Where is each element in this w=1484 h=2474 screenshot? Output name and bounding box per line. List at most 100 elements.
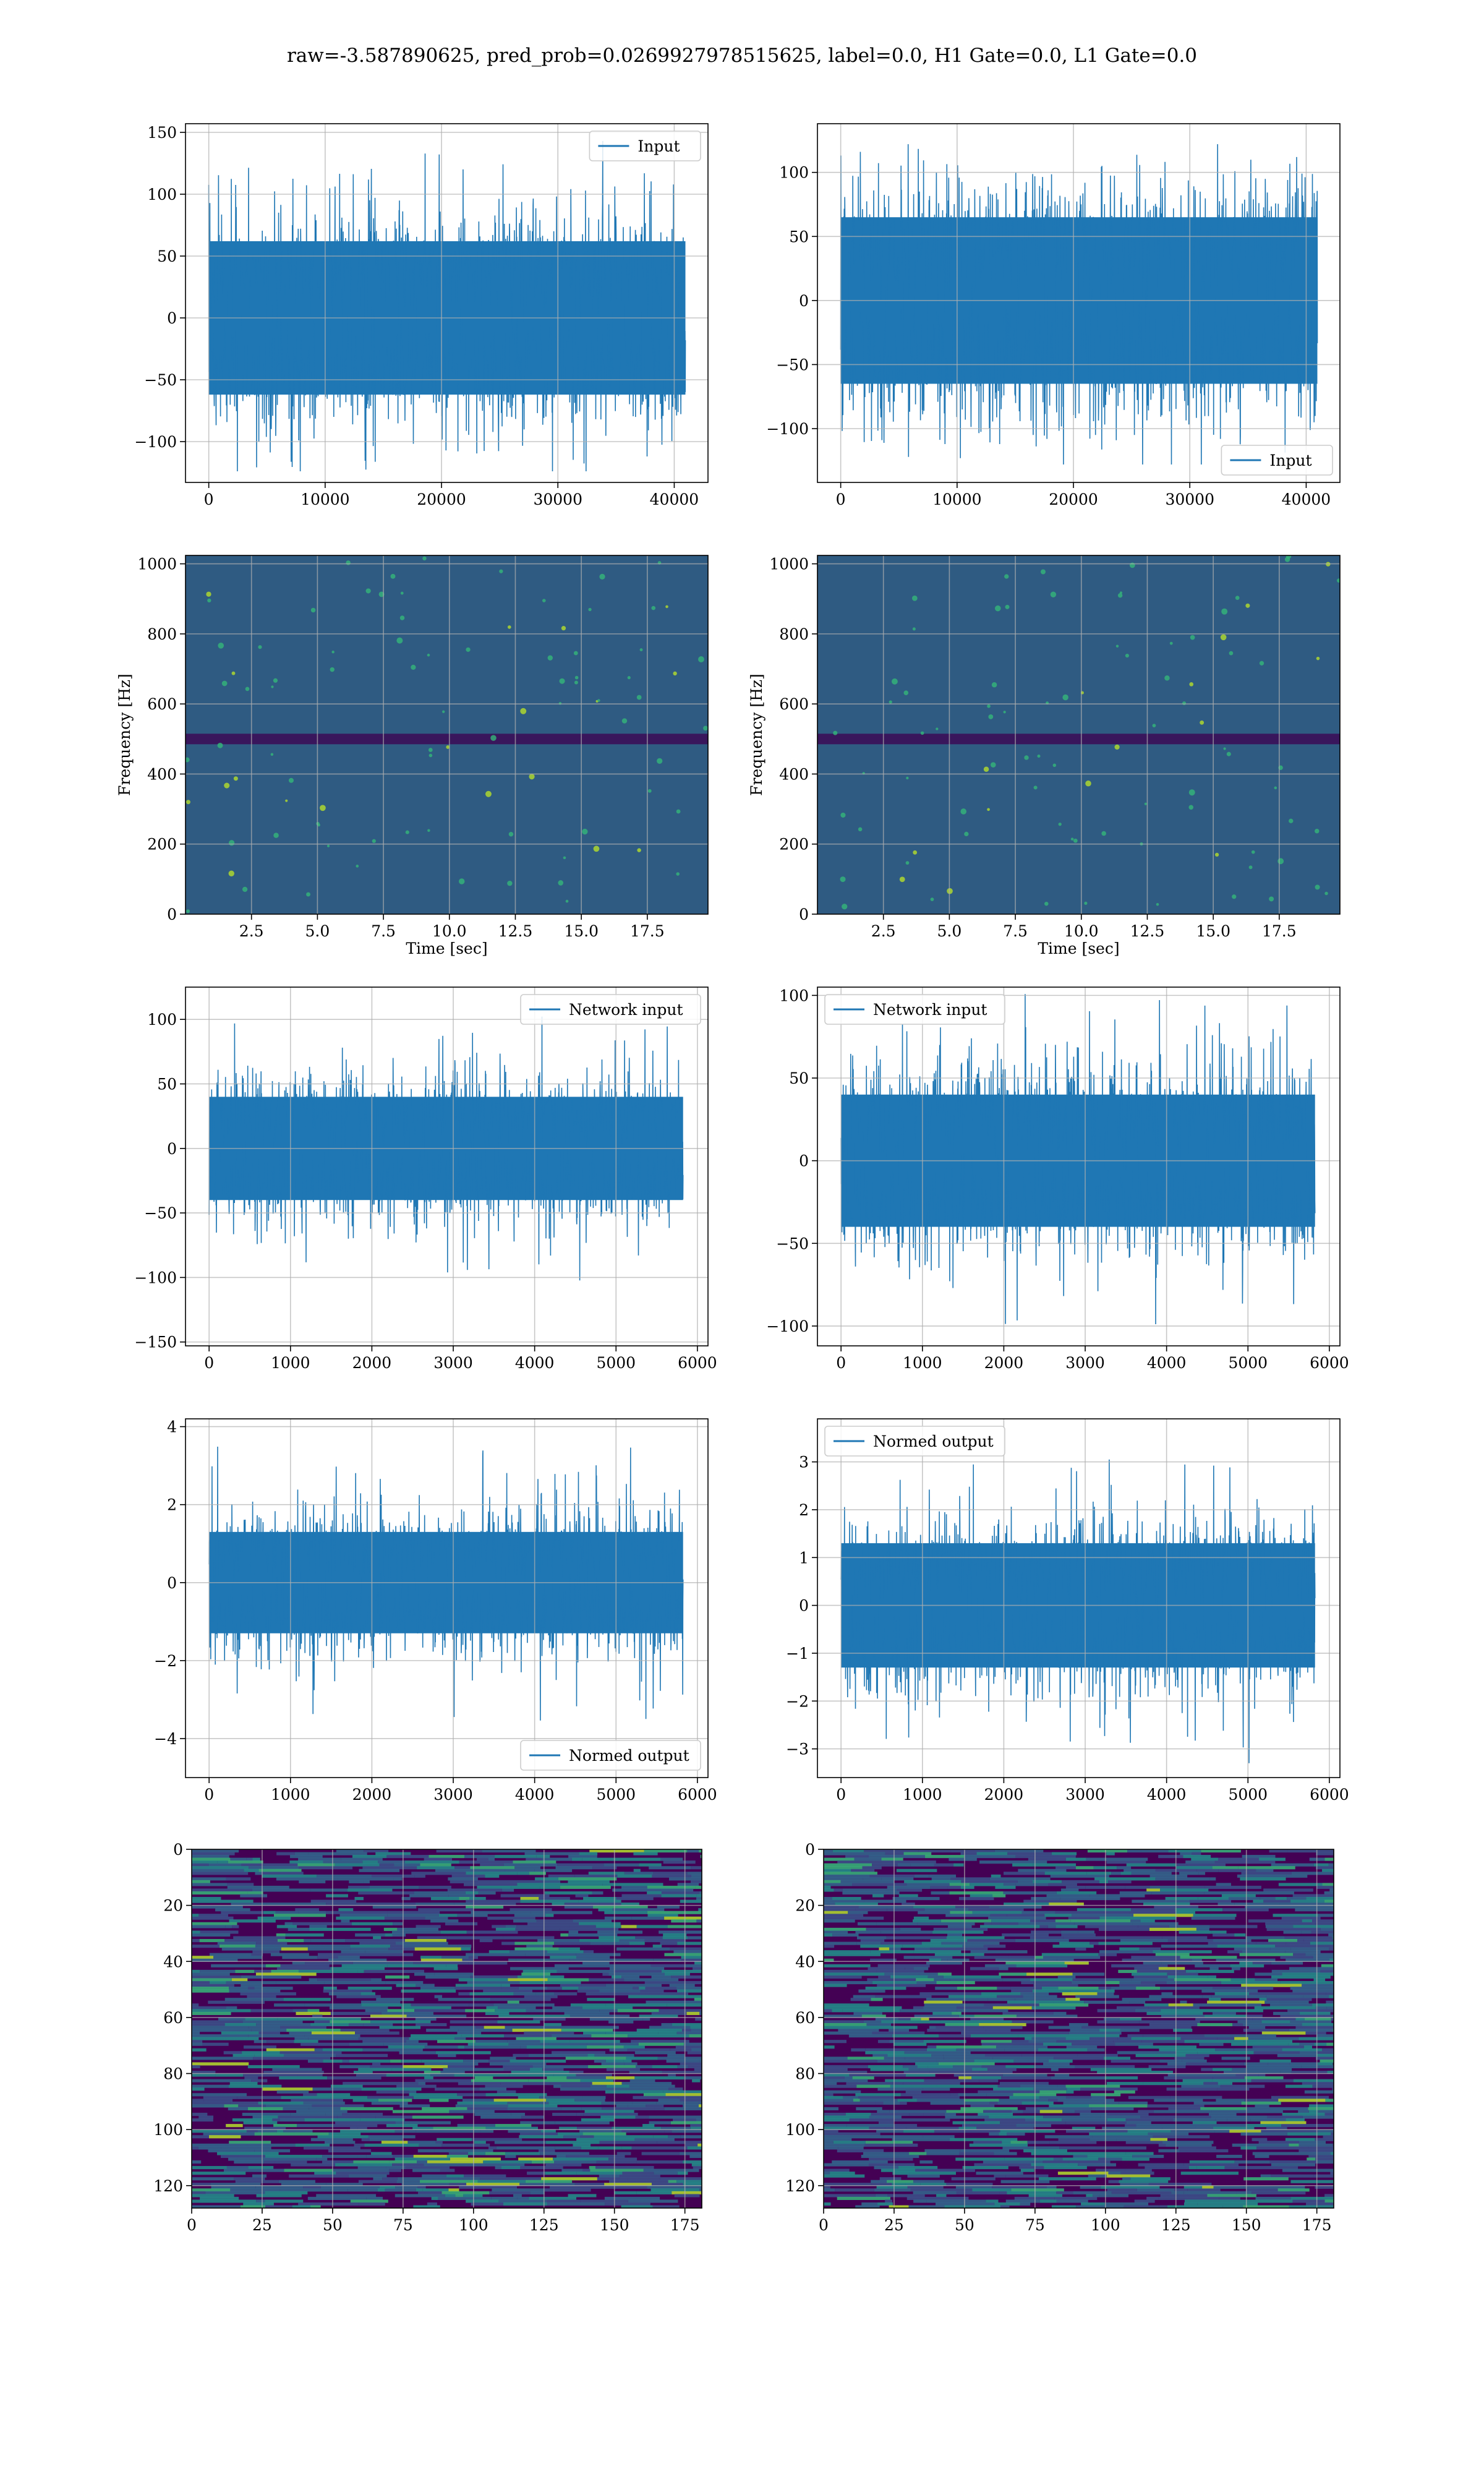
h1-feature-map-cell xyxy=(307,2196,367,2201)
l1-feature-map-cell xyxy=(824,1916,884,1920)
l1-feature-map-cell xyxy=(877,1964,897,1967)
h1-feature-map-cell xyxy=(569,1925,596,1928)
h1-feature-map-cell xyxy=(256,2199,265,2203)
h1-feature-map-cell xyxy=(684,2042,702,2046)
h1-feature-map-cell xyxy=(594,2135,654,2139)
h1-feature-map-cell xyxy=(657,2141,702,2144)
l1-feature-map-cell xyxy=(1062,1880,1099,1883)
l1-feature-map-cell xyxy=(1305,1953,1334,1956)
l1-feature-map-cell xyxy=(1266,1927,1321,1932)
h1-feature-map-cell xyxy=(664,1972,690,1976)
l1-feature-map-cell xyxy=(1015,1855,1076,1859)
l1-feature-map-cell xyxy=(855,2093,901,2097)
l1-feature-map-cell xyxy=(1214,1992,1250,1996)
l1-feature-map-cell xyxy=(892,2034,939,2038)
h1-feature-map-cell xyxy=(238,2104,266,2108)
h1-spectrogram-hotspot xyxy=(673,671,677,676)
h1-feature-map-cell xyxy=(488,2059,510,2063)
h1-spectrogram-ytick-label: 600 xyxy=(147,695,177,713)
h1-feature-map-cell xyxy=(665,2093,702,2097)
l1-feature-map-cell xyxy=(1211,2115,1268,2119)
l1-feature-map-cell xyxy=(1160,2009,1172,2013)
h1-feature-map-cell xyxy=(358,1891,414,1895)
l1-feature-map-ytick-label: 0 xyxy=(805,1841,815,1859)
l1-feature-map-cell xyxy=(1031,2006,1076,2010)
h1-feature-map-cell xyxy=(552,2034,592,2038)
l1-feature-map-cell xyxy=(1030,1978,1073,1982)
h1-feature-map-cell xyxy=(507,2040,540,2044)
l1-feature-map-cell xyxy=(1108,2172,1121,2175)
h1-feature-map-cell xyxy=(621,2129,665,2133)
l1-feature-map-cell xyxy=(1167,2205,1223,2208)
l1-feature-map-cell xyxy=(857,1922,877,1925)
h1-feature-map-cell xyxy=(276,1967,331,1971)
l1-feature-map-cell xyxy=(1176,1866,1213,1870)
h1-feature-map-cell xyxy=(192,1939,200,1943)
l1-feature-map-cell xyxy=(905,2073,936,2077)
h1-feature-map-cell xyxy=(560,2026,619,2029)
l1-feature-map-cell xyxy=(1090,2068,1152,2071)
l1-feature-map-cell xyxy=(893,2042,927,2046)
l1-feature-map-cell xyxy=(900,1927,921,1932)
l1-feature-map-cell xyxy=(925,1855,965,1859)
h1-feature-map-ytick-label: 120 xyxy=(153,2177,183,2195)
h1-feature-map-cell xyxy=(509,2073,554,2077)
l1-feature-map-cell xyxy=(838,2029,879,2032)
h1-feature-map-cell xyxy=(352,1855,387,1859)
h1-feature-map-cell xyxy=(349,2042,384,2046)
l1-feature-map-cell xyxy=(824,2138,852,2141)
h1-feature-map-cell xyxy=(310,2205,321,2208)
h1-normed-output-xtick-label: 0 xyxy=(204,1786,214,1804)
h1-feature-map-cell xyxy=(436,1849,482,1853)
l1-feature-map-cell xyxy=(1053,2011,1067,2015)
h1-feature-map-cell xyxy=(686,2011,700,2015)
h1-feature-map-cell xyxy=(235,1969,255,1973)
h1-feature-map-cell xyxy=(649,2115,702,2119)
l1-feature-map-cell xyxy=(1044,1872,1087,1875)
l1-feature-map-cell xyxy=(1070,2029,1099,2032)
l1-feature-map-cell xyxy=(1117,2051,1176,2055)
h1-feature-map-cell xyxy=(508,2042,549,2046)
h1-feature-map-cell xyxy=(565,2057,626,2060)
l1-feature-map-cell xyxy=(983,2026,1023,2029)
h1-feature-map-cell xyxy=(322,2154,358,2159)
h1-feature-map-cell xyxy=(569,1958,594,1962)
l1-feature-map-cell xyxy=(837,2149,884,2152)
h1-feature-map-cell xyxy=(636,1925,668,1928)
l1-feature-map-cell xyxy=(1265,2034,1276,2038)
l1-feature-map-cell xyxy=(1080,2112,1107,2117)
h1-feature-map-cell xyxy=(647,1914,678,1917)
l1-feature-map-cell xyxy=(1324,2199,1334,2203)
l1-feature-map-cell xyxy=(944,2057,993,2060)
l1-feature-map-cell xyxy=(1030,1936,1064,1940)
l1-feature-map-cell xyxy=(1201,1849,1241,1853)
l1-feature-map-cell xyxy=(898,2017,911,2021)
h1-feature-map-cell xyxy=(536,1919,573,1923)
l1-feature-map-cell xyxy=(894,2185,908,2189)
l1-feature-map-cell xyxy=(1302,2022,1334,2027)
l1-feature-map-cell xyxy=(1111,1872,1121,1875)
h1-feature-map-cell xyxy=(294,2132,329,2136)
h1-feature-map-cell xyxy=(425,1975,471,1979)
h1-feature-map-cell xyxy=(208,2135,241,2139)
h1-feature-map-cell xyxy=(530,2191,545,2194)
h1-feature-map-cell xyxy=(455,2104,508,2108)
h1-normed-output-ytick-label: −4 xyxy=(154,1730,177,1748)
h1-feature-map-cell xyxy=(361,2138,370,2141)
h1-feature-map-cell xyxy=(680,2099,702,2102)
l1-feature-map-cell xyxy=(1169,1925,1210,1928)
h1-feature-map-cell xyxy=(330,2020,371,2024)
l1-feature-map-cell xyxy=(1265,1925,1294,1928)
h1-feature-map-cell xyxy=(257,1916,291,1920)
l1-feature-map-cell xyxy=(877,2202,893,2206)
l1-feature-map-cell xyxy=(872,2053,888,2057)
h1-feature-map-cell xyxy=(696,1897,702,1901)
l1-feature-map-cell xyxy=(991,1922,1018,1925)
h1-feature-map-cell xyxy=(251,1953,263,1956)
h1-normed-output-xtick-label: 5000 xyxy=(596,1786,636,1804)
h1-feature-map-cell xyxy=(427,2160,484,2164)
h1-feature-map-cell xyxy=(587,1998,615,2001)
l1-feature-map-cell xyxy=(1219,2196,1240,2201)
h1-feature-map-cell xyxy=(292,1961,305,1965)
h1-feature-map-cell xyxy=(249,1866,299,1870)
